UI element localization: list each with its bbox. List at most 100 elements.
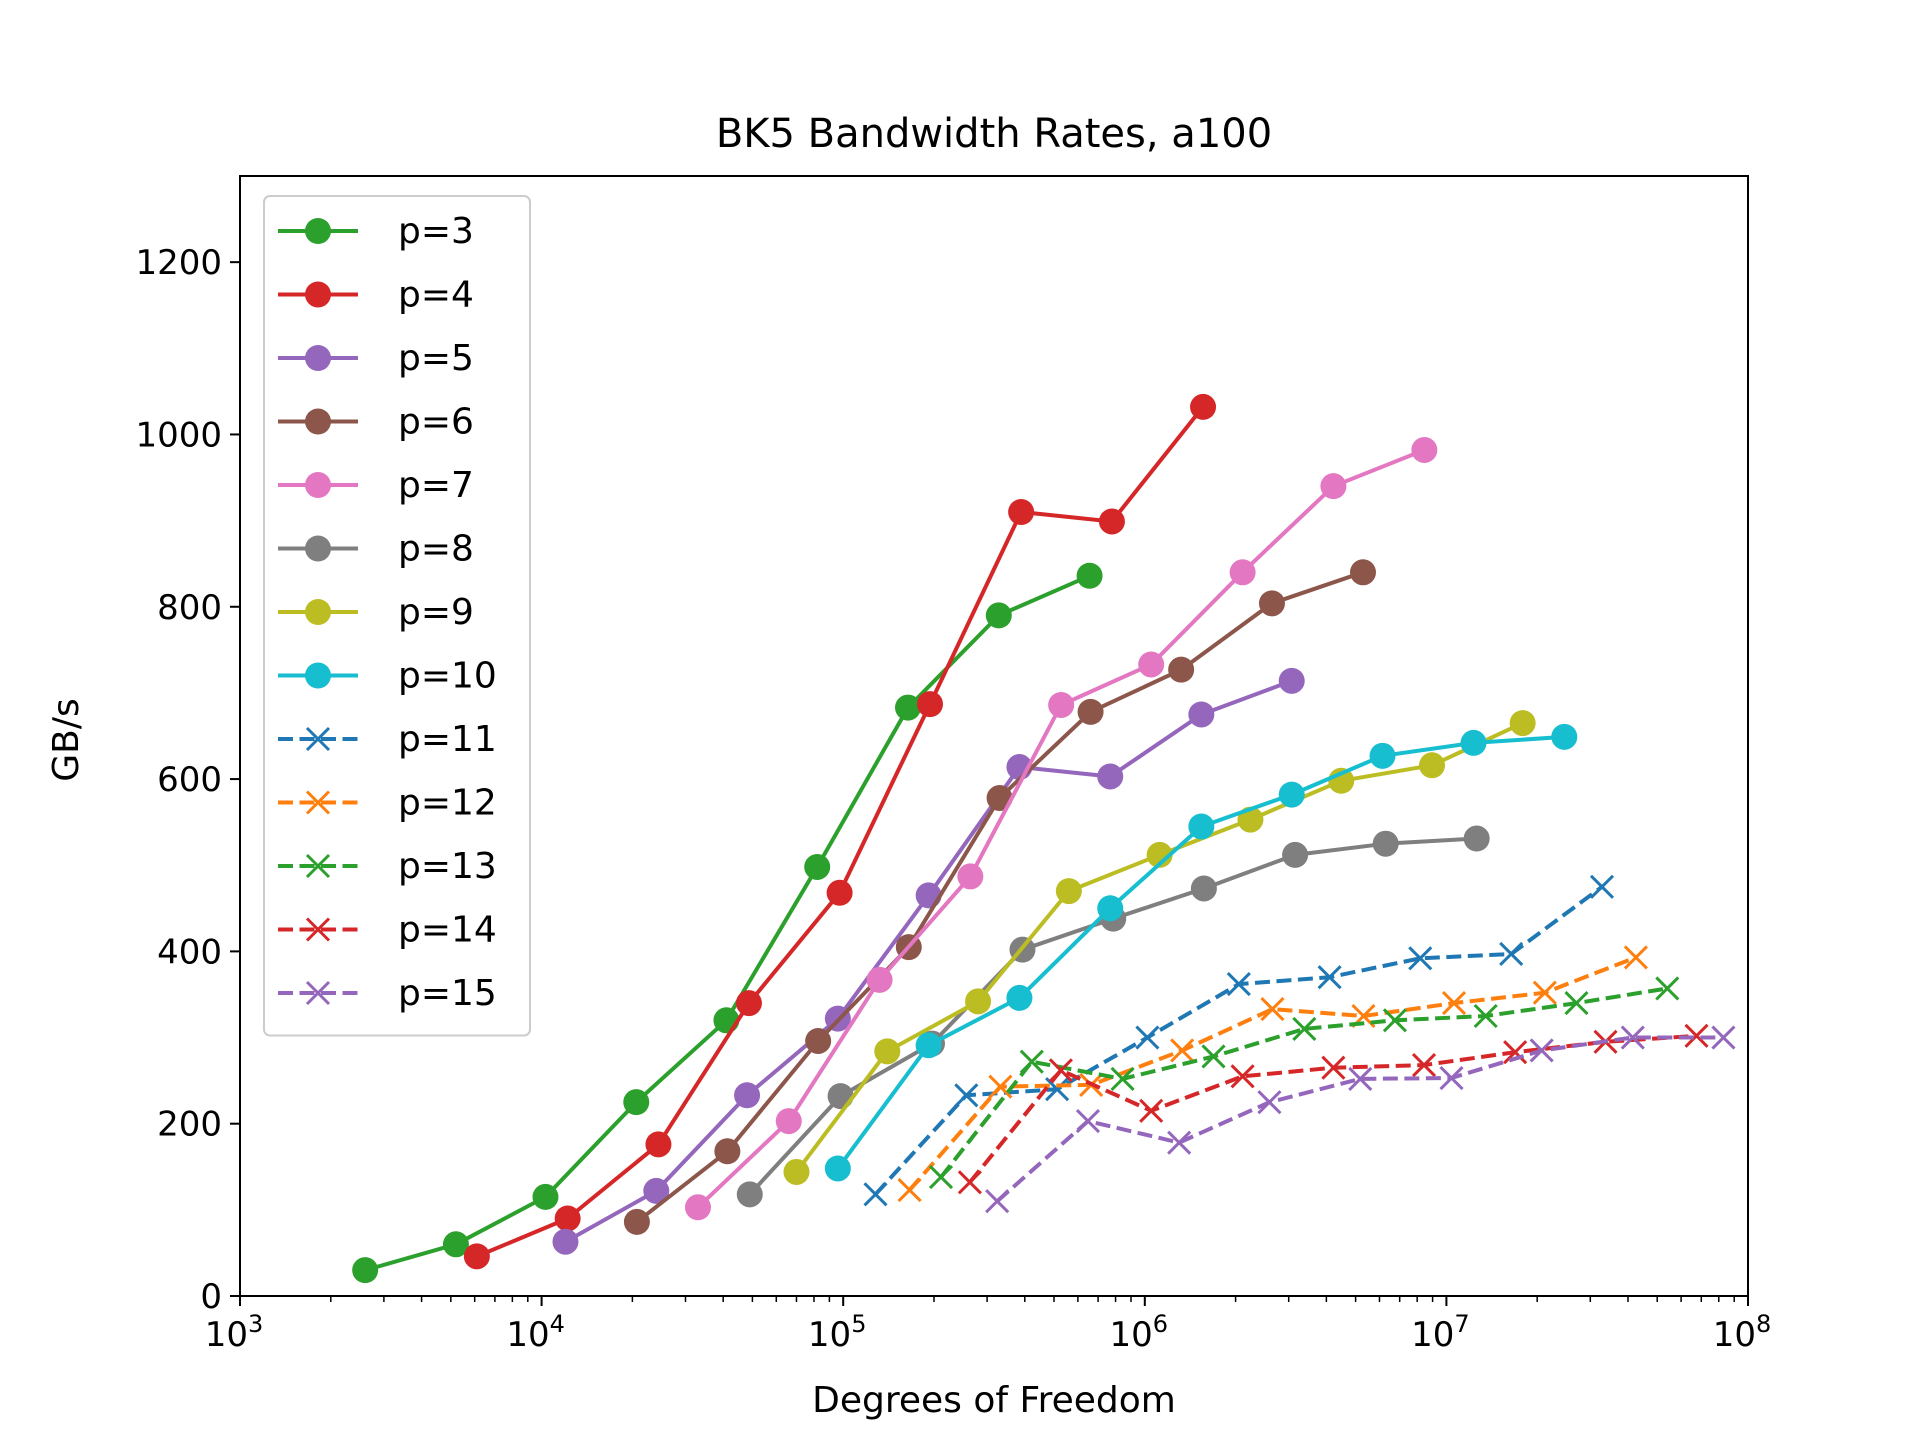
data-point bbox=[1317, 965, 1342, 990]
data-point bbox=[1229, 559, 1256, 586]
y-tick-label: 1000 bbox=[135, 415, 222, 455]
data-point bbox=[824, 1155, 851, 1182]
data-point bbox=[623, 1208, 650, 1235]
data-point bbox=[1655, 976, 1680, 1001]
x-tick-label: 104 bbox=[506, 1310, 565, 1355]
data-point bbox=[305, 726, 331, 752]
data-point bbox=[917, 691, 944, 718]
data-point bbox=[1623, 945, 1648, 970]
y-tick-label: 1200 bbox=[135, 243, 222, 283]
data-point bbox=[1167, 1130, 1192, 1155]
y-axis-label: GB/s bbox=[46, 698, 87, 781]
data-point bbox=[1257, 1090, 1282, 1115]
legend-label: p=11 bbox=[398, 719, 497, 760]
data-point bbox=[1146, 841, 1173, 868]
data-point bbox=[1529, 1038, 1554, 1063]
legend-entry: p=9 bbox=[278, 592, 474, 633]
series-p-3 bbox=[352, 562, 1103, 1284]
data-point bbox=[965, 988, 992, 1015]
series-p-10 bbox=[824, 723, 1578, 1182]
data-point bbox=[1473, 1003, 1498, 1029]
data-point bbox=[1349, 559, 1376, 586]
data-point bbox=[1711, 1025, 1736, 1050]
legend-label: p=10 bbox=[398, 656, 497, 697]
data-point bbox=[1055, 878, 1082, 905]
data-point bbox=[1439, 1065, 1464, 1091]
data-point bbox=[305, 535, 331, 562]
data-point bbox=[1170, 1038, 1195, 1063]
data-point bbox=[1463, 825, 1490, 852]
data-point bbox=[1499, 941, 1524, 967]
data-point bbox=[1620, 1025, 1645, 1050]
data-point bbox=[1408, 946, 1433, 971]
data-point bbox=[805, 1027, 832, 1054]
data-point bbox=[1684, 1023, 1709, 1048]
data-point bbox=[1441, 991, 1467, 1016]
data-point bbox=[1135, 1025, 1160, 1050]
data-point bbox=[1077, 698, 1104, 725]
data-point bbox=[1230, 1064, 1255, 1089]
legend-entry: p=6 bbox=[278, 402, 474, 443]
x-tick-label: 105 bbox=[808, 1310, 867, 1355]
data-point bbox=[1564, 991, 1589, 1016]
data-point bbox=[1019, 1049, 1044, 1074]
data-point bbox=[305, 281, 331, 308]
data-point bbox=[775, 1108, 802, 1135]
data-point bbox=[305, 662, 331, 689]
series-p-4 bbox=[463, 393, 1217, 1270]
data-point bbox=[1139, 1098, 1164, 1123]
data-point bbox=[1419, 752, 1446, 779]
data-point bbox=[1411, 436, 1438, 463]
x-tick-label: 107 bbox=[1411, 1310, 1470, 1355]
data-point bbox=[783, 1158, 810, 1185]
data-point bbox=[1190, 875, 1217, 902]
legend-entry: p=8 bbox=[278, 529, 474, 570]
data-point bbox=[1258, 590, 1285, 617]
plot-frame bbox=[239, 175, 1749, 1297]
data-point bbox=[804, 853, 831, 880]
legend-entry: p=14 bbox=[278, 910, 497, 951]
data-point bbox=[957, 1170, 982, 1195]
data-point bbox=[1382, 1008, 1407, 1033]
legend-label: p=4 bbox=[398, 275, 474, 316]
data-point bbox=[1045, 1077, 1070, 1102]
data-point bbox=[1460, 729, 1487, 756]
data-point bbox=[954, 1083, 979, 1108]
data-point bbox=[1411, 1053, 1437, 1078]
data-point bbox=[554, 1205, 581, 1232]
legend-entry: p=11 bbox=[278, 719, 497, 760]
data-point bbox=[442, 1231, 469, 1258]
data-point bbox=[957, 863, 984, 890]
data-point bbox=[985, 1189, 1010, 1214]
data-point bbox=[1098, 508, 1125, 535]
data-point bbox=[1097, 763, 1124, 790]
data-point bbox=[305, 345, 331, 371]
legend-label: p=3 bbox=[398, 211, 474, 252]
data-point bbox=[305, 218, 331, 244]
data-point bbox=[1372, 830, 1399, 857]
data-point bbox=[1226, 972, 1251, 997]
data-point bbox=[305, 599, 331, 625]
data-point bbox=[915, 882, 942, 909]
data-point bbox=[1589, 874, 1615, 899]
legend-entry: p=12 bbox=[278, 783, 497, 824]
series-p-6 bbox=[623, 559, 1376, 1235]
data-point bbox=[735, 990, 762, 1017]
data-point bbox=[532, 1183, 559, 1210]
data-point bbox=[1110, 1066, 1135, 1091]
data-point bbox=[1260, 997, 1285, 1022]
data-point bbox=[1532, 980, 1557, 1005]
legend-box bbox=[263, 195, 531, 1037]
legend-label: p=7 bbox=[398, 465, 474, 506]
y-tick-label: 600 bbox=[157, 760, 222, 800]
data-point bbox=[305, 472, 331, 498]
data-point bbox=[827, 1083, 854, 1110]
chart-title: BK5 Bandwidth Rates, a100 bbox=[716, 111, 1272, 157]
data-point bbox=[352, 1257, 379, 1284]
data-point bbox=[1188, 813, 1215, 840]
data-point bbox=[736, 1181, 763, 1208]
x-axis-label: Degrees of Freedom bbox=[812, 1380, 1176, 1421]
data-point bbox=[928, 1165, 954, 1190]
